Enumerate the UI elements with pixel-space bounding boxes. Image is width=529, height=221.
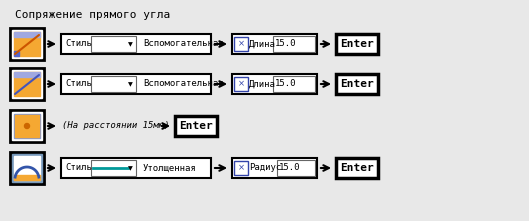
- Text: (На расстоянии 15мм): (На расстоянии 15мм): [62, 122, 169, 130]
- Bar: [91, 160, 136, 176]
- Text: Стиль: Стиль: [65, 164, 92, 173]
- Circle shape: [24, 124, 30, 128]
- Bar: [336, 158, 378, 178]
- Bar: [14, 114, 40, 138]
- Text: Длина: Длина: [249, 80, 276, 88]
- Bar: [336, 74, 378, 94]
- Text: Сопряжение прямого угла: Сопряжение прямого угла: [15, 10, 170, 20]
- Bar: [234, 161, 248, 175]
- Text: Enter: Enter: [340, 163, 374, 173]
- Text: ×: ×: [238, 164, 244, 173]
- Text: Утолщенная: Утолщенная: [143, 164, 197, 173]
- Bar: [14, 32, 40, 56]
- Text: ×: ×: [238, 40, 244, 48]
- Text: Enter: Enter: [340, 39, 374, 49]
- Bar: [14, 72, 40, 77]
- Text: Стиль: Стиль: [65, 40, 92, 48]
- Bar: [10, 28, 44, 60]
- Text: ▼: ▼: [128, 42, 133, 48]
- Bar: [175, 116, 217, 136]
- Text: Вспомогательная: Вспомогательная: [143, 80, 224, 88]
- Bar: [61, 158, 211, 178]
- Bar: [10, 110, 44, 142]
- Text: 15.0: 15.0: [275, 40, 296, 48]
- Text: ▼: ▼: [128, 82, 133, 88]
- Text: Enter: Enter: [340, 79, 374, 89]
- Text: Радиус: Радиус: [249, 164, 281, 173]
- Bar: [91, 36, 136, 52]
- Bar: [12, 30, 42, 58]
- Bar: [12, 112, 42, 140]
- Text: Стиль: Стиль: [65, 80, 92, 88]
- Bar: [10, 152, 44, 184]
- Bar: [15, 115, 39, 137]
- Text: ×: ×: [238, 80, 244, 88]
- Bar: [234, 77, 248, 91]
- Bar: [232, 74, 317, 94]
- Text: 15.0: 15.0: [275, 80, 296, 88]
- Bar: [272, 36, 315, 52]
- Bar: [91, 76, 136, 92]
- Bar: [277, 160, 315, 176]
- Bar: [336, 34, 378, 54]
- Text: ▼: ▼: [128, 166, 133, 171]
- Text: Длина: Длина: [249, 40, 276, 48]
- Bar: [14, 32, 40, 37]
- Text: Вспомогательная: Вспомогательная: [143, 40, 224, 48]
- Bar: [14, 156, 40, 180]
- Bar: [232, 158, 317, 178]
- Text: 15.0: 15.0: [279, 164, 300, 173]
- Bar: [14, 175, 40, 180]
- Bar: [10, 68, 44, 100]
- Bar: [12, 70, 42, 98]
- Bar: [232, 34, 317, 54]
- Text: Enter: Enter: [179, 121, 213, 131]
- Bar: [272, 76, 315, 92]
- Bar: [14, 72, 40, 96]
- Bar: [234, 37, 248, 51]
- Bar: [61, 34, 211, 54]
- Bar: [12, 154, 42, 182]
- Bar: [14, 51, 19, 56]
- Bar: [61, 74, 211, 94]
